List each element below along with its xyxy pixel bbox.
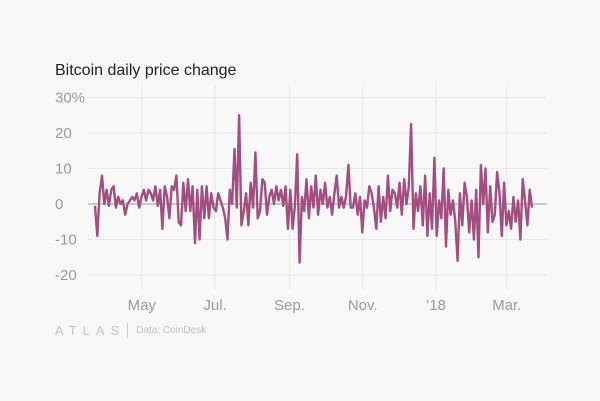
y-tick-label: 30% <box>55 90 85 107</box>
y-tick-label: 0 <box>55 196 63 213</box>
x-tick-label: Sep. <box>274 297 305 314</box>
x-tick-label: Mar. <box>492 297 521 314</box>
x-tick-label: Nov. <box>348 297 378 314</box>
y-tick-label: -10 <box>55 232 77 249</box>
series-line <box>93 114 534 264</box>
chart-title: Bitcoin daily price change <box>55 62 237 79</box>
footer-divider <box>127 323 129 338</box>
atlas-logo: ATLAS <box>55 323 126 338</box>
y-tick-label: 10 <box>55 161 72 178</box>
footer: ATLAS Data: CoinDesk <box>55 323 206 338</box>
x-tick-label: Jul. <box>203 297 226 314</box>
y-tick-label: 20 <box>55 125 72 142</box>
x-tick-label: ’18 <box>426 297 446 314</box>
data-source: Data: CoinDesk <box>136 325 207 336</box>
x-tick-label: May <box>128 297 157 314</box>
y-tick-label: -20 <box>55 267 77 284</box>
